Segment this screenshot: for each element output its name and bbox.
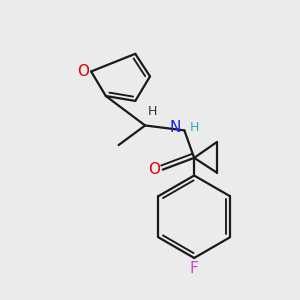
Text: O: O	[148, 162, 160, 177]
Text: F: F	[190, 261, 199, 276]
Text: N: N	[169, 120, 180, 135]
Text: O: O	[77, 64, 89, 79]
Text: H: H	[148, 105, 158, 118]
Text: H: H	[190, 121, 200, 134]
